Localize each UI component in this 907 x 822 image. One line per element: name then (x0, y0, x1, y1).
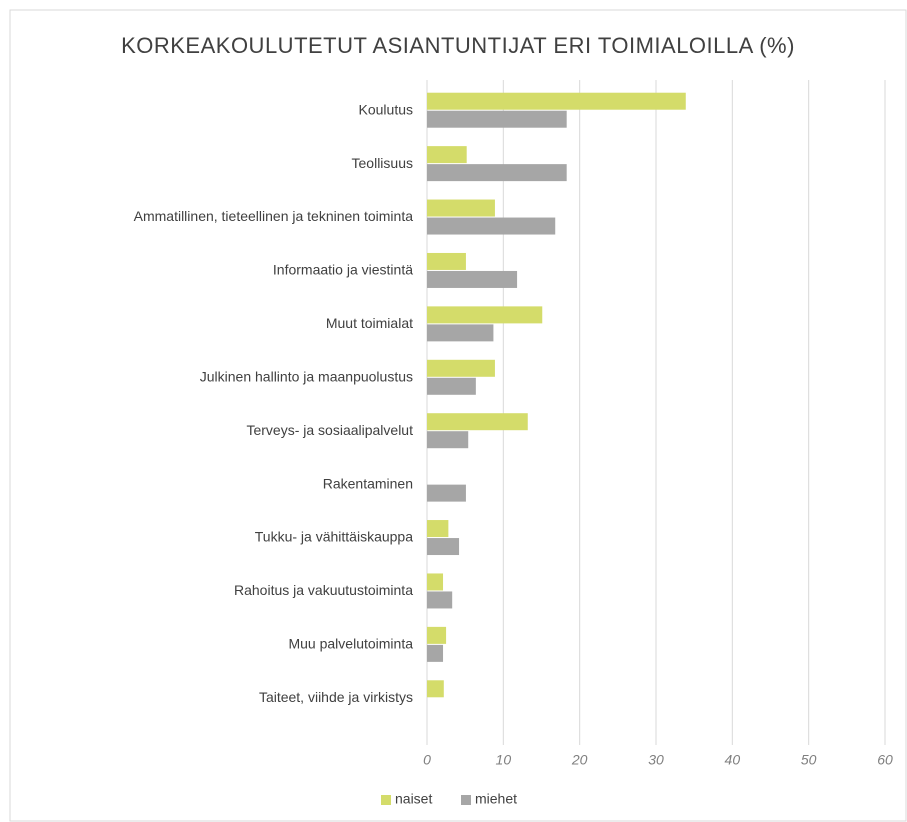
y-tick-label: Julkinen hallinto ja maanpuolustus (200, 368, 413, 384)
bar (427, 92, 686, 110)
x-tick-label: 20 (571, 752, 588, 768)
legend-swatch (461, 795, 471, 805)
bar (427, 591, 453, 609)
x-tick-label: 10 (496, 752, 512, 768)
bar (427, 413, 528, 431)
x-tick-label: 40 (725, 752, 741, 768)
y-tick-label: Ammatillinen, tieteellinen ja tekninen t… (134, 208, 414, 224)
legend-label: miehet (475, 791, 517, 807)
y-tick-label: Taiteet, viihde ja virkistys (259, 689, 413, 705)
bar (427, 538, 460, 556)
bar (427, 484, 466, 502)
bar (427, 146, 467, 164)
bar (427, 306, 543, 324)
bar (427, 644, 444, 662)
y-tick-label: Muu palvelutoiminta (288, 636, 413, 652)
x-tick-label: 30 (648, 752, 664, 768)
bar (427, 377, 476, 395)
bar (427, 359, 495, 377)
y-tick-label: Rakentaminen (323, 475, 413, 491)
legend-swatch (381, 795, 391, 805)
bar (427, 324, 494, 342)
y-tick-label: Terveys- ja sosiaalipalvelut (246, 422, 413, 438)
y-tick-label: Koulutus (359, 101, 413, 117)
y-tick-label: Rahoitus ja vakuutustoiminta (234, 582, 413, 598)
bar (427, 680, 444, 698)
bar (427, 626, 447, 644)
bar (427, 199, 495, 217)
x-tick-label: 60 (877, 752, 893, 768)
bar (427, 110, 567, 128)
bar (427, 164, 567, 182)
bar (427, 252, 466, 270)
bar (427, 270, 518, 288)
x-tick-label: 0 (423, 752, 431, 768)
legend-label: naiset (395, 791, 432, 807)
x-tick-label: 50 (801, 752, 817, 768)
bar (427, 431, 469, 449)
bar (427, 520, 449, 538)
y-tick-label: Tukku- ja vähittäiskauppa (255, 529, 413, 545)
bar (427, 573, 444, 591)
bar (427, 217, 556, 235)
y-tick-label: Muut toimialat (326, 315, 413, 331)
chart-title: KORKEAKOULUTETUT ASIANTUNTIJAT ERI TOIMI… (121, 33, 795, 58)
y-tick-label: Teollisuus (352, 155, 413, 171)
y-tick-label: Informaatio ja viestintä (273, 262, 413, 278)
